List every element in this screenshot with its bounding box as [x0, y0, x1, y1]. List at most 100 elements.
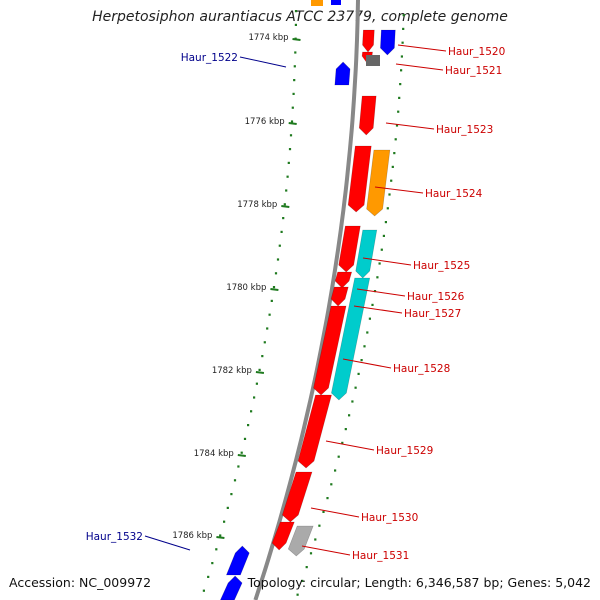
minor-tick	[373, 290, 377, 293]
minor-tick	[290, 120, 294, 123]
minor-tick	[230, 493, 233, 496]
gene-label-leader	[342, 358, 392, 369]
gene-block-gray	[366, 55, 380, 66]
minor-tick	[276, 258, 280, 261]
gene-label: Haur_1530	[361, 512, 418, 524]
minor-tick	[280, 230, 283, 233]
minor-tick	[368, 317, 371, 320]
gene-block-blue	[220, 575, 243, 600]
minor-tick	[394, 138, 397, 141]
minor-tick	[371, 303, 374, 306]
minor-tick	[291, 106, 294, 109]
minor-tick	[296, 593, 299, 596]
gene-block-blue	[225, 545, 250, 576]
minor-tick	[322, 510, 325, 513]
minor-tick	[250, 410, 253, 413]
minor-tick	[400, 55, 403, 58]
major-tick	[216, 536, 225, 539]
gene-block-blue	[331, 0, 341, 5]
gene-label-leader	[397, 44, 447, 52]
gene-block-gray	[287, 525, 314, 557]
minor-tick	[402, 14, 405, 17]
gene-label: Haur_1526	[407, 291, 465, 303]
minor-tick	[268, 313, 271, 316]
gene-label-leader	[362, 257, 412, 266]
axis-tick-label: 1776 kbp	[245, 117, 285, 127]
minor-tick	[348, 414, 351, 417]
minor-tick	[388, 193, 391, 196]
minor-tick	[390, 179, 393, 182]
minor-tick	[326, 497, 329, 500]
minor-tick	[402, 27, 405, 30]
minor-tick	[337, 455, 340, 458]
minor-tick	[294, 10, 298, 13]
minor-tick	[285, 189, 288, 192]
minor-tick	[386, 207, 389, 210]
minor-tick	[399, 83, 402, 86]
minor-tick	[293, 79, 296, 82]
gene-block-red	[362, 29, 375, 53]
minor-tick	[318, 524, 321, 527]
minor-tick	[274, 272, 278, 275]
major-tick	[292, 38, 301, 41]
gene-block-orange	[366, 149, 391, 217]
minor-tick	[288, 148, 292, 151]
axis-tick-label: 1780 kbp	[226, 283, 266, 293]
gene-label: Haur_1520	[448, 46, 505, 58]
gene-label: Haur_1524	[425, 188, 483, 200]
gene-block-red	[347, 145, 372, 213]
minor-tick	[378, 262, 381, 265]
minor-tick	[294, 51, 297, 54]
gene-label-leader	[310, 507, 360, 518]
minor-tick	[272, 286, 276, 289]
gene-label: Haur_1521	[445, 65, 502, 77]
minor-tick	[247, 424, 250, 427]
minor-tick	[309, 552, 313, 555]
axis-tick-label: 1778 kbp	[237, 200, 277, 210]
gene-block-red	[330, 286, 349, 307]
minor-tick	[287, 161, 290, 164]
genome-summary-text: Topology: circular; Length: 6,346,587 bp…	[247, 575, 591, 590]
minor-tick	[397, 110, 400, 113]
gene-label: Haur_1528	[393, 363, 450, 375]
minor-tick	[270, 299, 273, 302]
minor-tick	[360, 359, 363, 362]
gene-label: Haur_1523	[436, 124, 493, 136]
minor-tick	[253, 396, 256, 399]
major-tick	[237, 454, 246, 457]
gene-block-orange	[311, 0, 323, 6]
minor-tick	[266, 327, 269, 330]
minor-tick	[334, 469, 337, 472]
minor-tick	[240, 451, 243, 454]
minor-tick	[341, 441, 344, 444]
minor-tick	[398, 96, 401, 99]
gene-block-red	[281, 471, 313, 523]
minor-tick	[282, 217, 285, 220]
minor-tick	[393, 152, 396, 155]
minor-tick	[382, 234, 385, 237]
minor-tick	[357, 372, 360, 375]
major-tick	[270, 288, 279, 291]
gene-label: Haur_1532	[86, 531, 143, 543]
minor-tick	[314, 538, 317, 541]
minor-tick	[305, 566, 308, 569]
minor-tick	[261, 355, 264, 358]
minor-tick	[351, 400, 354, 403]
gene-block-blue	[334, 61, 351, 86]
axis-tick-label: 1784 kbp	[194, 449, 234, 459]
minor-tick	[211, 562, 214, 565]
minor-tick	[255, 382, 258, 385]
minor-tick	[202, 589, 205, 592]
minor-tick	[243, 437, 247, 440]
minor-tick	[376, 276, 379, 279]
axis-tick-label: 1782 kbp	[212, 366, 252, 376]
minor-tick	[292, 92, 295, 95]
minor-tick	[391, 165, 394, 168]
gene-block-red	[338, 225, 361, 273]
map-title: Herpetosiphon aurantiacus ATCC 23779, co…	[92, 9, 508, 25]
gene-label: Haur_1525	[413, 260, 470, 272]
major-tick	[255, 371, 265, 374]
gene-block-red	[313, 305, 347, 396]
